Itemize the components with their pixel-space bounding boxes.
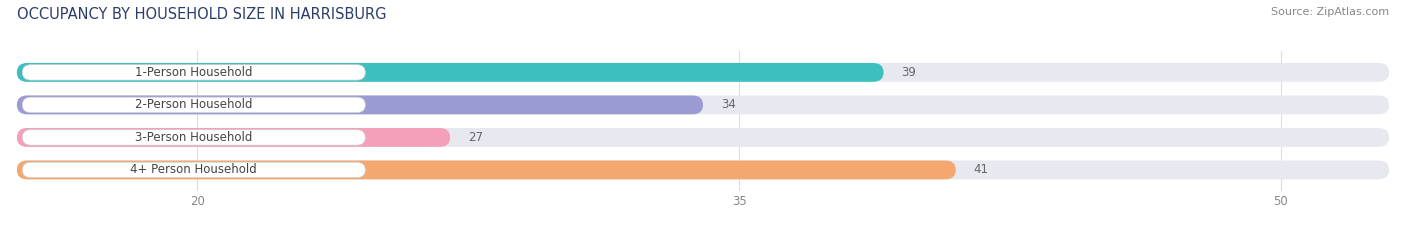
Text: 34: 34 xyxy=(721,98,735,111)
FancyBboxPatch shape xyxy=(17,63,1389,82)
Text: 41: 41 xyxy=(974,163,988,176)
Text: 39: 39 xyxy=(901,66,917,79)
FancyBboxPatch shape xyxy=(22,65,366,80)
FancyBboxPatch shape xyxy=(17,128,1389,147)
Text: Source: ZipAtlas.com: Source: ZipAtlas.com xyxy=(1271,7,1389,17)
Text: 27: 27 xyxy=(468,131,484,144)
Text: 2-Person Household: 2-Person Household xyxy=(135,98,253,111)
FancyBboxPatch shape xyxy=(22,97,366,113)
FancyBboxPatch shape xyxy=(22,162,366,178)
FancyBboxPatch shape xyxy=(17,63,883,82)
Text: OCCUPANCY BY HOUSEHOLD SIZE IN HARRISBURG: OCCUPANCY BY HOUSEHOLD SIZE IN HARRISBUR… xyxy=(17,7,387,22)
FancyBboxPatch shape xyxy=(17,96,1389,114)
FancyBboxPatch shape xyxy=(17,128,450,147)
FancyBboxPatch shape xyxy=(22,130,366,145)
FancyBboxPatch shape xyxy=(17,161,956,179)
Text: 4+ Person Household: 4+ Person Household xyxy=(131,163,257,176)
FancyBboxPatch shape xyxy=(17,96,703,114)
Text: 3-Person Household: 3-Person Household xyxy=(135,131,253,144)
Text: 1-Person Household: 1-Person Household xyxy=(135,66,253,79)
FancyBboxPatch shape xyxy=(17,161,1389,179)
